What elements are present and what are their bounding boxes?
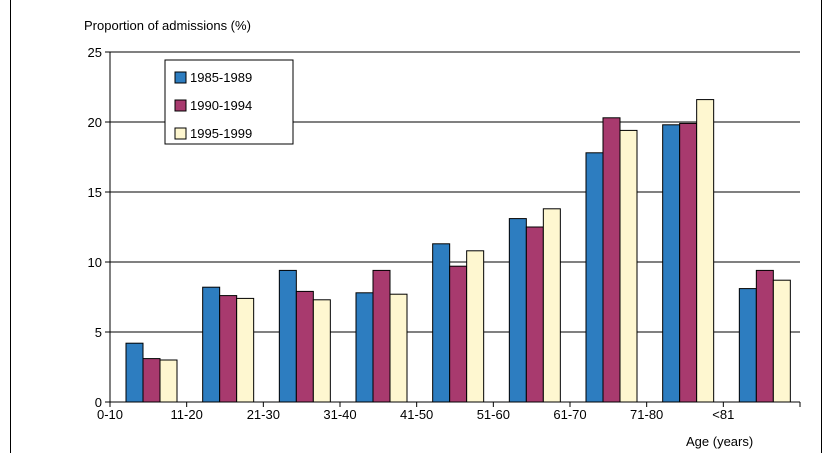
axes (105, 51, 801, 407)
bar (696, 99, 715, 403)
x-tick-label: 11-20 (171, 407, 203, 422)
bar (508, 218, 527, 403)
bar (372, 269, 391, 403)
x-tick-labels: 0-10 11-20 21-30 31-40 41-50 51-60 61-70 71-80 <… (97, 407, 734, 422)
bar (278, 269, 297, 403)
bar (738, 288, 757, 403)
bar (202, 286, 221, 403)
y-tick-label: 15 (88, 185, 102, 200)
legend-swatch (174, 99, 187, 112)
bar (585, 152, 604, 403)
x-tick-label: 31-40 (323, 407, 356, 422)
bar (295, 290, 314, 403)
y-tick-label: 10 (88, 255, 102, 270)
x-axis-label: Age (years) (686, 434, 753, 449)
legend-swatch (174, 71, 187, 84)
x-tick-label: 0-10 (97, 407, 123, 422)
y-axis-label: Proportion of admissions (%) (84, 18, 251, 33)
bar (449, 265, 468, 403)
y-tick-label: 0 (95, 395, 102, 410)
bar (236, 297, 255, 403)
y-tick-label: 5 (95, 325, 102, 340)
x-tick-label: 41-50 (400, 407, 433, 422)
legend: 1985-1989 1990-1994 1995-1999 (164, 59, 294, 145)
y-tick-label: 20 (88, 115, 102, 130)
bar (355, 292, 374, 403)
legend-swatch (174, 127, 187, 140)
bar (159, 359, 178, 403)
bars (125, 99, 791, 403)
bar (432, 243, 451, 403)
bar (679, 122, 698, 403)
bar (525, 226, 544, 403)
bar (542, 208, 561, 403)
legend-label: 1995-1999 (190, 126, 252, 141)
chart-frame (10, 0, 822, 453)
x-tick-label: 51-60 (477, 407, 510, 422)
bar (125, 342, 144, 403)
bar (662, 124, 681, 403)
bar (389, 293, 408, 403)
x-tick-label: 21-30 (247, 407, 280, 422)
legend-label: 1990-1994 (190, 98, 252, 113)
x-tick-label: 61-70 (553, 407, 586, 422)
bar (312, 299, 331, 403)
bar (755, 269, 774, 403)
bar (466, 250, 485, 403)
bar (602, 117, 621, 403)
bar (219, 295, 238, 403)
bar (772, 279, 791, 403)
y-tick-labels: 0 5 10 15 20 25 (88, 45, 102, 410)
y-tick-label: 25 (88, 45, 102, 60)
bar (619, 129, 638, 403)
x-tick-label: <81 (712, 407, 734, 422)
x-tick-label: 71-80 (630, 407, 663, 422)
legend-label: 1985-1989 (190, 70, 252, 85)
bar (142, 358, 161, 403)
